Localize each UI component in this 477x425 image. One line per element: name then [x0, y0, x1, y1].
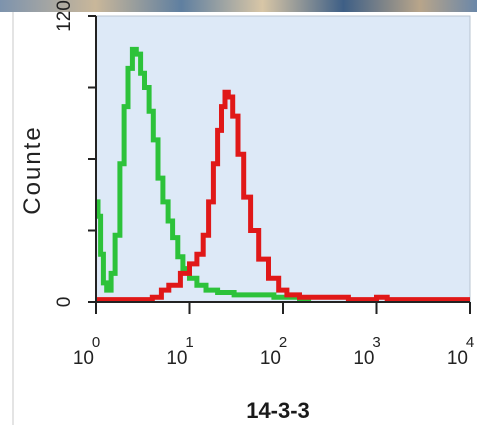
x-tick-exponent: 2 — [279, 334, 287, 351]
x-tick-label: 100 — [73, 334, 100, 369]
left-divider — [12, 12, 14, 425]
plot-area — [95, 15, 471, 303]
y-axis-title: Counte — [19, 125, 46, 214]
x-axis-title: 14-3-3 — [246, 398, 310, 423]
x-tick-base: 10 — [353, 348, 374, 369]
x-tick-exponent: 3 — [372, 334, 380, 351]
x-tick-exponent: 1 — [185, 334, 193, 351]
x-tick-base: 10 — [260, 348, 281, 369]
y-tick-label: 0 — [54, 297, 75, 308]
photo-strip — [0, 0, 477, 12]
series-line-1 — [95, 46, 312, 303]
x-tick-exponent: 0 — [92, 334, 100, 351]
x-tick-base: 10 — [73, 348, 94, 369]
x-tick-label: 104 — [447, 334, 474, 369]
x-tick-label: 101 — [166, 334, 193, 369]
x-tick-base: 10 — [447, 348, 468, 369]
x-tick-base: 10 — [166, 348, 187, 369]
y-tick-label: 120 — [54, 0, 75, 32]
x-tick-label: 102 — [260, 334, 287, 369]
x-tick-exponent: 4 — [466, 334, 474, 351]
series-line-2 — [96, 89, 470, 303]
x-tick-label: 103 — [353, 334, 380, 369]
